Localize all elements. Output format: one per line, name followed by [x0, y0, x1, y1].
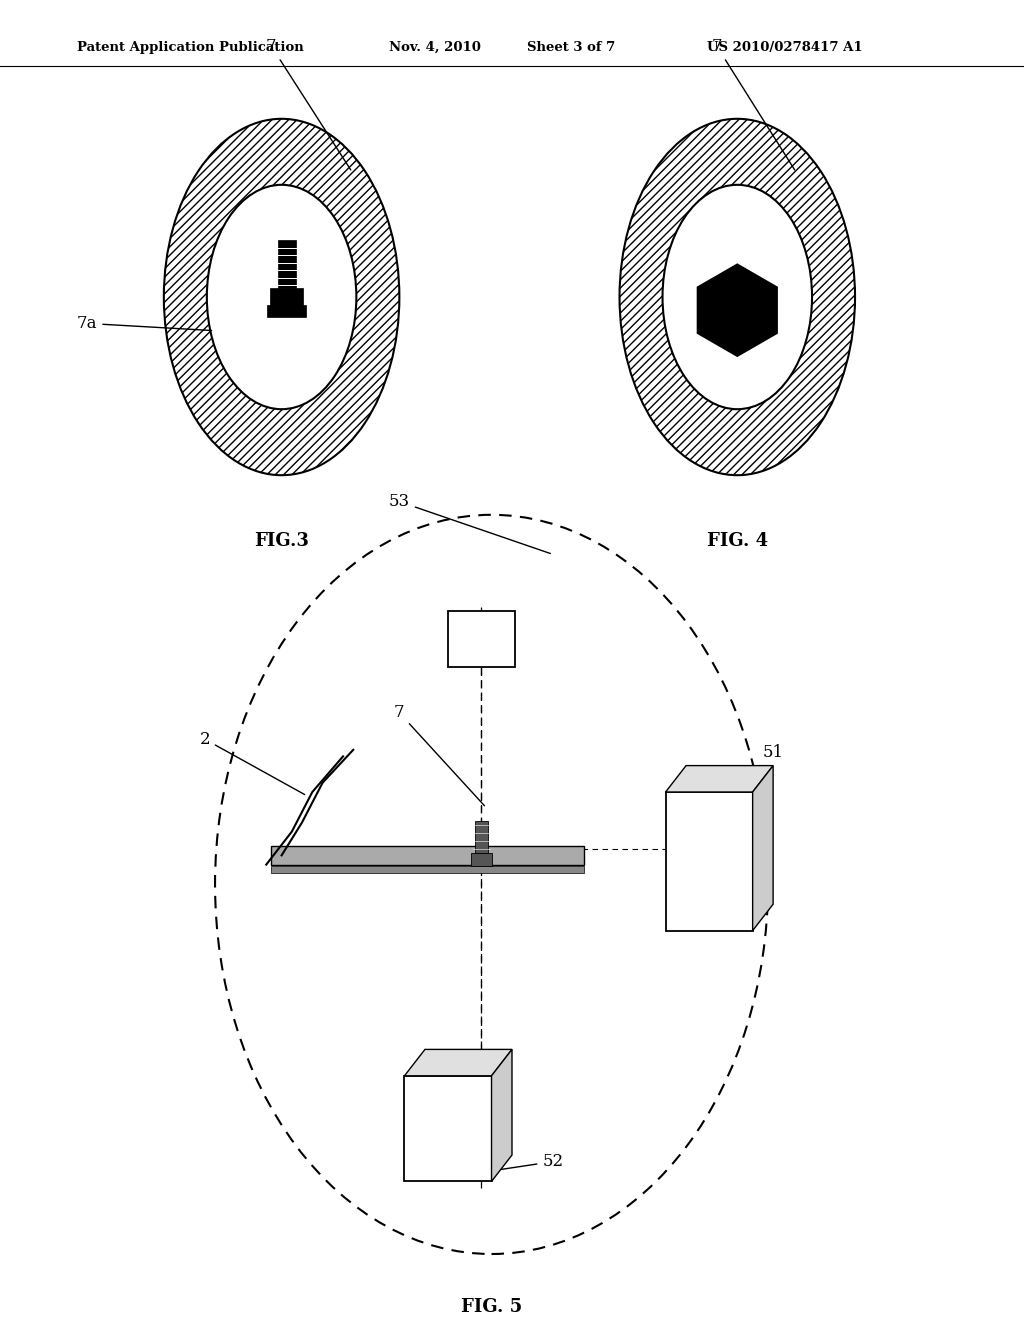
Bar — [474, 821, 487, 853]
Text: Sheet 3 of 7: Sheet 3 of 7 — [527, 41, 615, 54]
Bar — [471, 853, 492, 866]
Text: Nov. 4, 2010: Nov. 4, 2010 — [389, 41, 481, 54]
Text: US 2010/0278417 A1: US 2010/0278417 A1 — [707, 41, 862, 54]
Bar — [270, 288, 303, 312]
Text: Patent Application Publication: Patent Application Publication — [77, 41, 303, 54]
Bar — [666, 792, 753, 931]
Polygon shape — [404, 1049, 512, 1076]
Polygon shape — [753, 766, 773, 931]
Text: 7: 7 — [394, 705, 484, 805]
Text: 52: 52 — [468, 1154, 563, 1175]
Bar — [449, 611, 514, 667]
Ellipse shape — [164, 119, 399, 475]
Text: 2: 2 — [200, 731, 305, 795]
Bar — [267, 305, 306, 317]
Text: 53: 53 — [389, 494, 550, 553]
Text: 7: 7 — [266, 38, 351, 170]
Text: FIG.3: FIG.3 — [254, 532, 309, 550]
Bar — [271, 846, 584, 865]
Text: 7a: 7a — [77, 315, 212, 331]
Text: FIG. 4: FIG. 4 — [707, 532, 768, 550]
Ellipse shape — [207, 185, 356, 409]
Polygon shape — [697, 264, 777, 356]
Text: 51: 51 — [711, 744, 783, 838]
Bar — [404, 1076, 492, 1181]
Bar — [278, 240, 296, 288]
Text: 7: 7 — [712, 38, 795, 170]
Bar — [271, 866, 584, 873]
Polygon shape — [666, 766, 773, 792]
Ellipse shape — [663, 185, 812, 409]
Text: FIG. 5: FIG. 5 — [461, 1298, 522, 1316]
Ellipse shape — [620, 119, 855, 475]
Polygon shape — [492, 1049, 512, 1181]
